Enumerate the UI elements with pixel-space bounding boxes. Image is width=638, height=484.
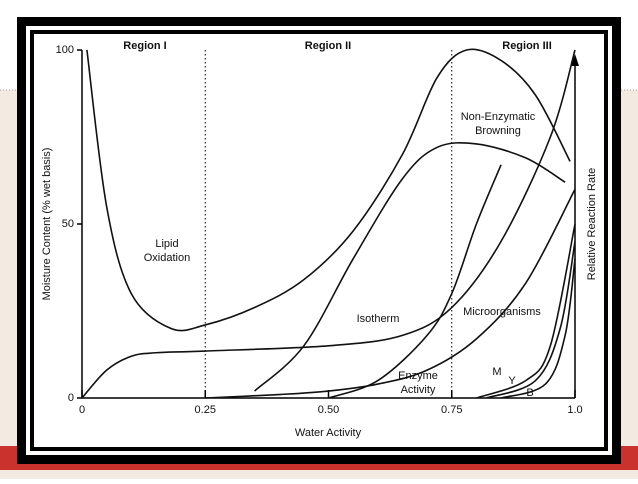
annotation-line: Enzyme bbox=[398, 370, 438, 382]
region-label: Region II bbox=[305, 40, 351, 52]
annotation: Non-Enzymatic Browning bbox=[461, 111, 536, 137]
annotation-line: Isotherm bbox=[357, 313, 400, 325]
curve bbox=[476, 223, 576, 399]
curve bbox=[485, 241, 576, 399]
region-label: Region III bbox=[502, 40, 552, 52]
y-axis-label: Moisture Content (% wet basis) bbox=[41, 148, 53, 301]
annotation-line: Activity bbox=[401, 384, 436, 396]
annotation-line: Oxidation bbox=[144, 252, 190, 264]
annotation-line: B bbox=[526, 387, 533, 399]
x-tick-label: 0.25 bbox=[195, 404, 216, 416]
x-axis-label: Water Activity bbox=[295, 427, 362, 439]
x-tick-label: 0.75 bbox=[441, 404, 462, 416]
annotation-line: Y bbox=[508, 375, 516, 387]
annotation: Isotherm bbox=[357, 313, 400, 325]
y-tick-label: 0 bbox=[68, 392, 74, 404]
annotation: B bbox=[526, 387, 533, 399]
x-tick-label: 1.0 bbox=[567, 404, 582, 416]
y-tick-label: 50 bbox=[62, 218, 74, 230]
curve bbox=[500, 258, 576, 399]
region-label: Region I bbox=[123, 40, 166, 52]
y2-arrow bbox=[571, 54, 579, 66]
annotation-line: Non-Enzymatic bbox=[461, 111, 536, 123]
annotation: Enzyme Activity bbox=[398, 370, 438, 396]
x-tick-label: 0 bbox=[79, 404, 85, 416]
curve bbox=[328, 164, 502, 399]
x-tick-label: 0.50 bbox=[318, 404, 339, 416]
annotation: Lipid Oxidation bbox=[144, 238, 190, 264]
curve bbox=[205, 188, 576, 399]
annotation-line: M bbox=[492, 366, 501, 378]
annotation-line: Browning bbox=[475, 125, 521, 137]
annotation: Y bbox=[508, 375, 516, 387]
curve bbox=[86, 48, 571, 332]
y-tick-label: 100 bbox=[56, 44, 74, 56]
y2-axis-label: Relative Reaction Rate bbox=[586, 168, 598, 281]
annotation: Microorganisms bbox=[463, 306, 541, 318]
annotation-line: Lipid bbox=[155, 238, 178, 250]
curve bbox=[254, 141, 566, 392]
chart-area bbox=[34, 34, 604, 447]
annotation: M bbox=[492, 366, 501, 378]
curve bbox=[81, 49, 576, 399]
annotation-line: Microorganisms bbox=[463, 306, 541, 318]
